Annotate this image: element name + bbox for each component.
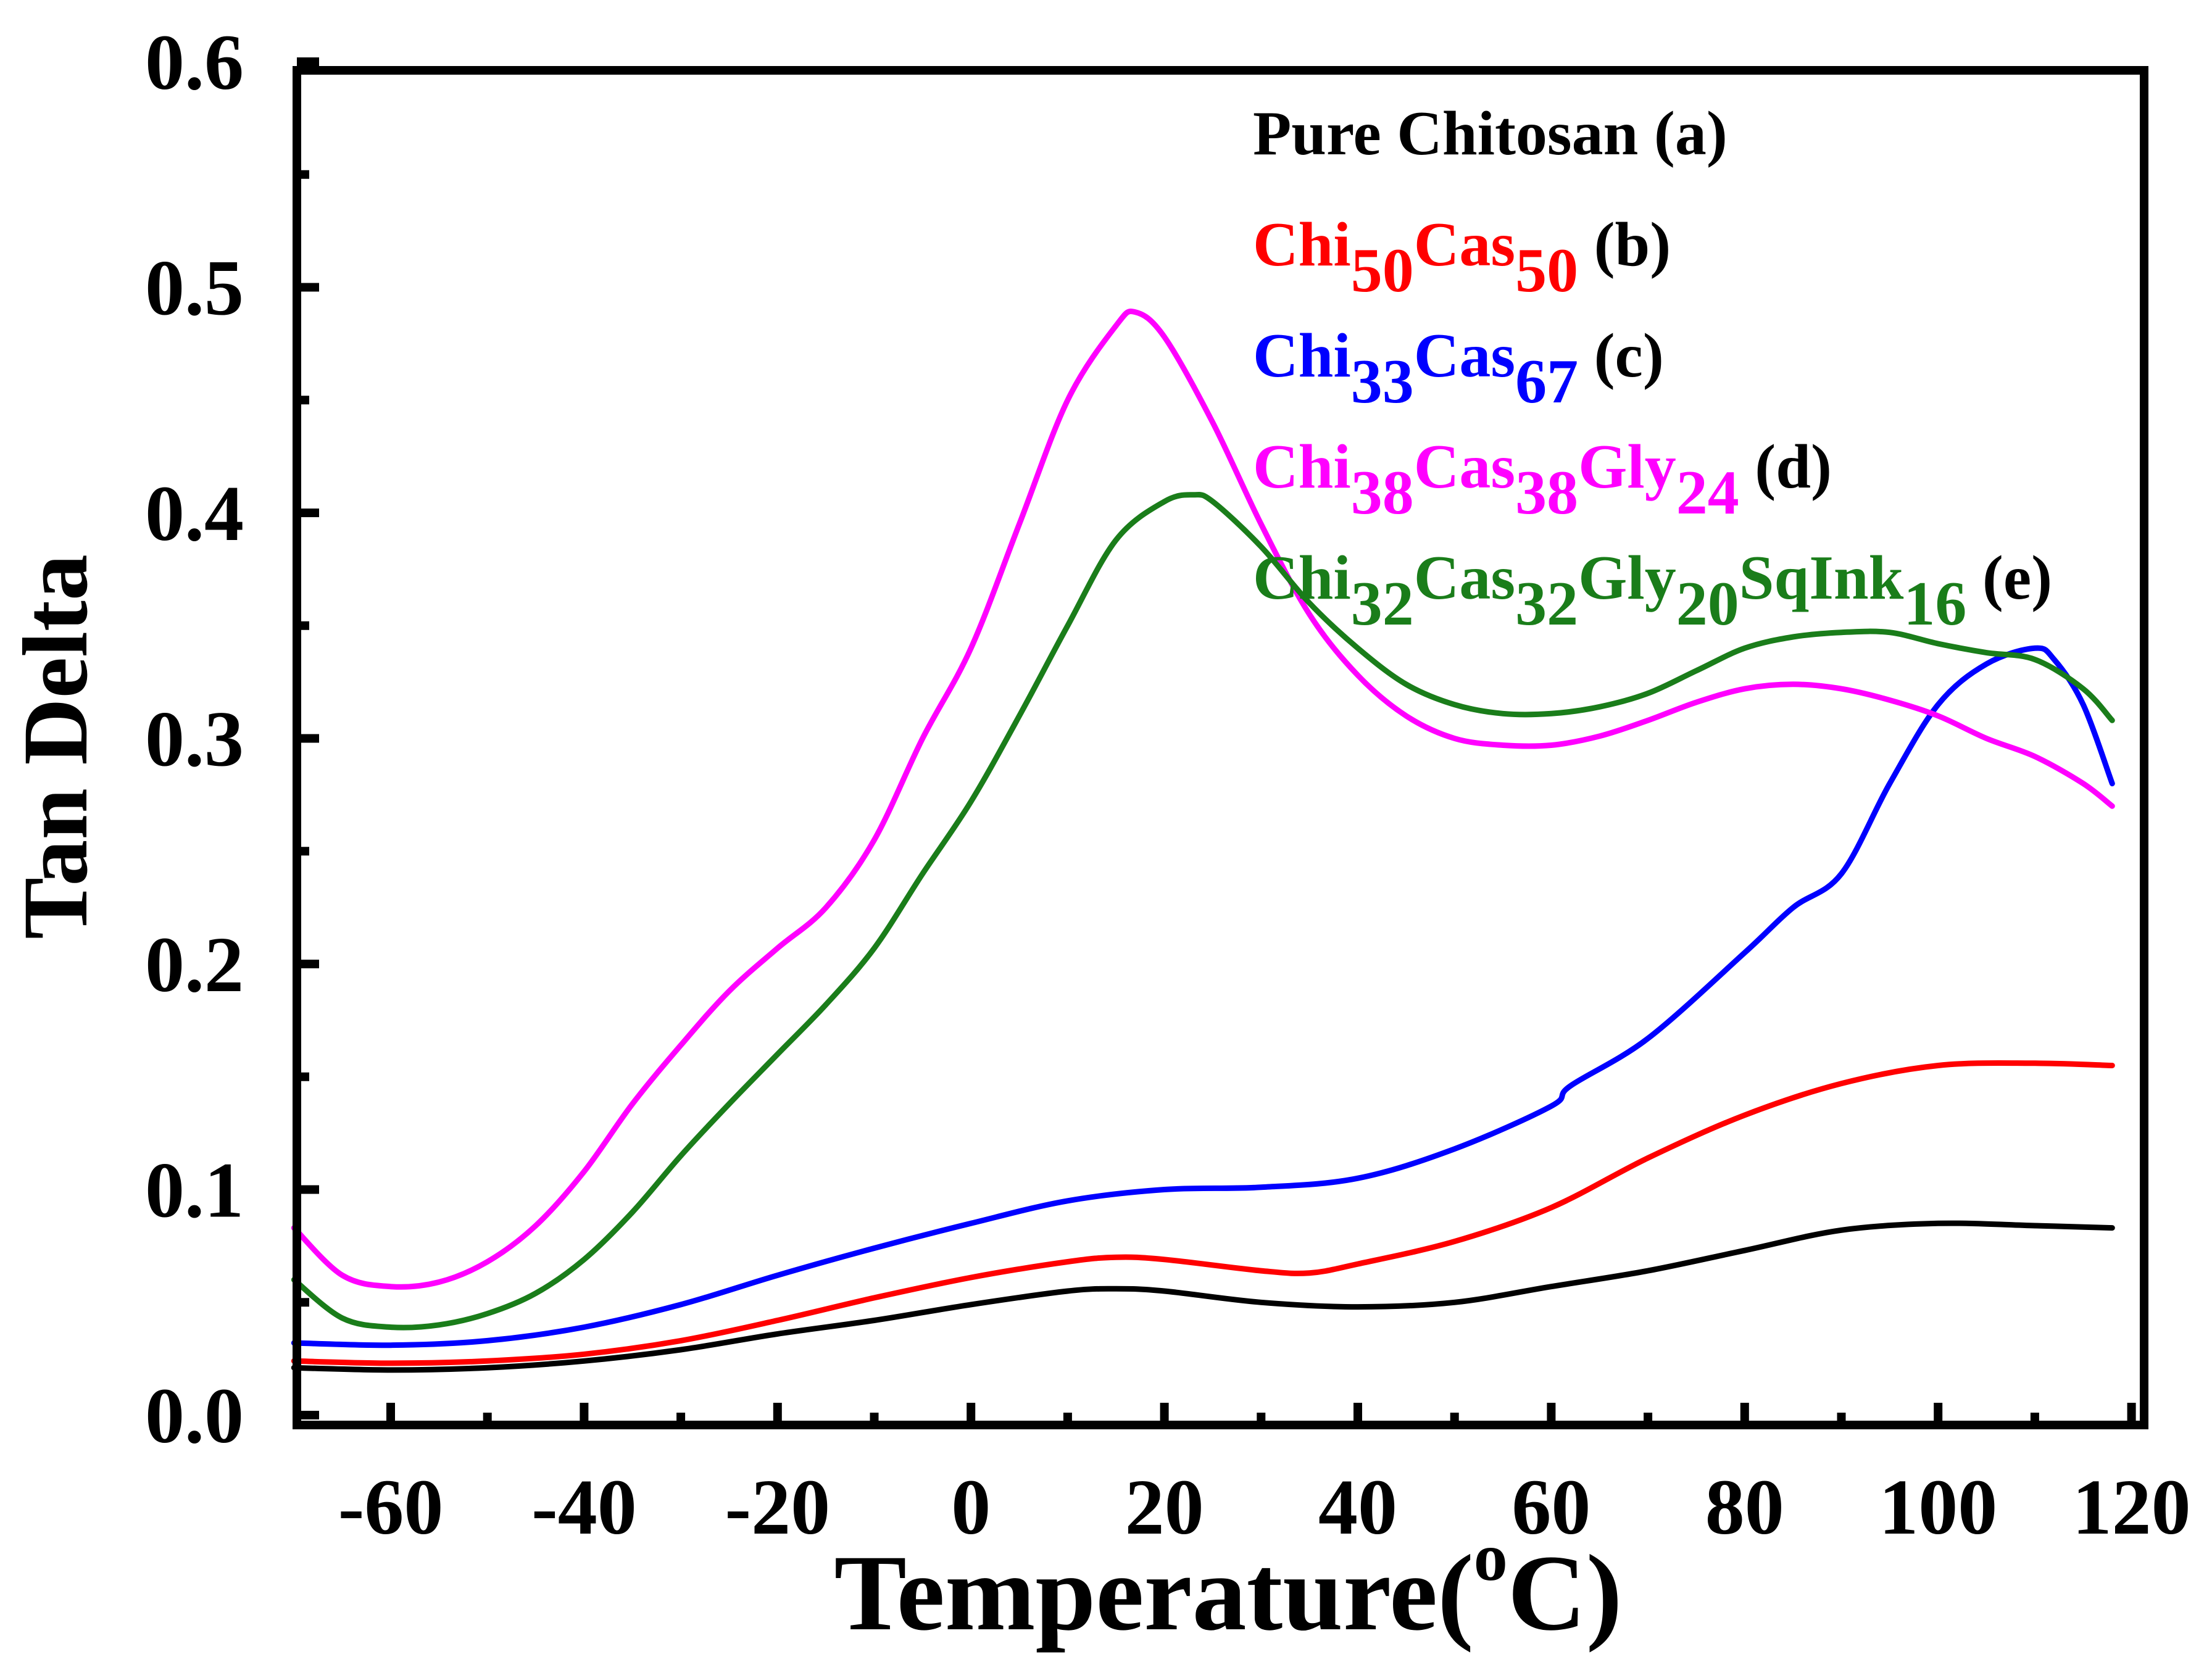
y-tick-label: 0.5 [145, 244, 244, 332]
y-tick-label: 0.2 [145, 921, 244, 1008]
x-tick-label: 60 [1511, 1463, 1590, 1551]
legend: Pure Chitosan (a) Chi50Cas50 (b) Chi33Cas6… [1253, 99, 2052, 639]
y-tick-label: 0.1 [145, 1147, 244, 1234]
x-tick-label: 80 [1705, 1463, 1784, 1551]
x-axis-title-degree: o [1474, 1519, 1508, 1595]
y-tick-label: 0.3 [145, 696, 244, 783]
y-axis-title: Tan Delta [4, 554, 107, 939]
legend-entry-e: Chi32Cas32Gly20SqInk16 (e) [1253, 543, 2052, 639]
y-tick-label: 0.6 [145, 19, 244, 106]
legend-entry-b: Chi50Cas50 (b) [1253, 210, 1671, 305]
x-axis-title: Temperature(oC) [834, 1519, 1623, 1653]
series-line-d [291, 309, 2115, 1290]
y-tick-label: 0.4 [145, 470, 244, 557]
series-layer [291, 309, 2115, 1373]
x-tick-label: -40 [531, 1463, 637, 1551]
x-tick-label: -20 [725, 1463, 830, 1551]
x-tick-label: 100 [1879, 1463, 1997, 1551]
legend-entry-a: Pure Chitosan (a) [1253, 99, 1728, 168]
x-axis-title-end: C) [1508, 1533, 1623, 1653]
y-tick-label: 0.0 [145, 1372, 244, 1460]
x-tick-label: 120 [2073, 1463, 2191, 1551]
x-tick-label: -60 [338, 1463, 444, 1551]
legend-entry-c: Chi33Cas67 (c) [1253, 321, 1664, 417]
series-line-c [291, 645, 2115, 1348]
series-line-e [291, 492, 2115, 1331]
plot-frame [293, 66, 2148, 1429]
x-tick-label: 20 [1125, 1463, 1204, 1551]
x-tick-label: 40 [1318, 1463, 1397, 1551]
series-line-b [291, 1060, 2115, 1366]
tick-layer: -60 -40 -20 0 20 40 60 80 100 120 0.0 0.1 0.2 0.3 0.4 0… [145, 19, 2191, 1551]
x-tick-label: 0 [951, 1463, 991, 1551]
legend-entry-d: Chi38Cas38Gly24 (d) [1253, 432, 1832, 528]
x-axis-title-main: Temperature( [834, 1533, 1474, 1653]
series-line-a [291, 1220, 2115, 1373]
